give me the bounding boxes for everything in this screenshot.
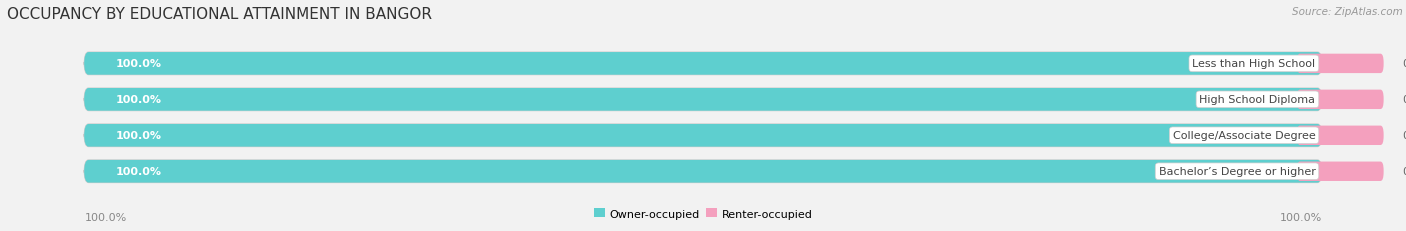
FancyBboxPatch shape — [1296, 90, 1384, 109]
Legend: Owner-occupied, Renter-occupied: Owner-occupied, Renter-occupied — [592, 206, 814, 221]
Text: OCCUPANCY BY EDUCATIONAL ATTAINMENT IN BANGOR: OCCUPANCY BY EDUCATIONAL ATTAINMENT IN B… — [7, 7, 432, 22]
Text: 100.0%: 100.0% — [115, 59, 162, 69]
FancyBboxPatch shape — [84, 89, 1322, 111]
Text: 0.0%: 0.0% — [1402, 95, 1406, 105]
Text: 0.0%: 0.0% — [1402, 131, 1406, 141]
Text: Source: ZipAtlas.com: Source: ZipAtlas.com — [1292, 7, 1403, 17]
FancyBboxPatch shape — [84, 125, 1322, 147]
Text: High School Diploma: High School Diploma — [1199, 95, 1316, 105]
FancyBboxPatch shape — [84, 160, 1322, 183]
Text: Less than High School: Less than High School — [1192, 59, 1316, 69]
FancyBboxPatch shape — [84, 53, 1322, 75]
Text: 100.0%: 100.0% — [115, 167, 162, 176]
FancyBboxPatch shape — [84, 125, 1322, 147]
Text: 0.0%: 0.0% — [1402, 167, 1406, 176]
FancyBboxPatch shape — [1296, 55, 1384, 74]
FancyBboxPatch shape — [84, 89, 1322, 111]
FancyBboxPatch shape — [84, 160, 1322, 183]
FancyBboxPatch shape — [84, 53, 1322, 75]
Text: 0.0%: 0.0% — [1402, 59, 1406, 69]
Text: Bachelor’s Degree or higher: Bachelor’s Degree or higher — [1159, 167, 1316, 176]
Text: 100.0%: 100.0% — [115, 95, 162, 105]
Text: 100.0%: 100.0% — [115, 131, 162, 141]
Text: 100.0%: 100.0% — [1279, 212, 1322, 222]
Text: 100.0%: 100.0% — [84, 212, 127, 222]
Text: College/Associate Degree: College/Associate Degree — [1173, 131, 1316, 141]
FancyBboxPatch shape — [1296, 162, 1384, 181]
FancyBboxPatch shape — [1296, 126, 1384, 145]
